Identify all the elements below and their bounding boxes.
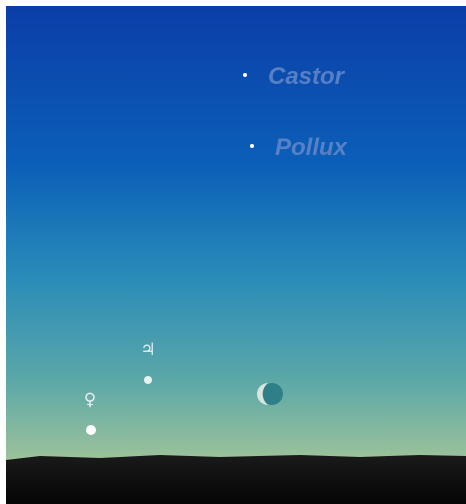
- planet-symbol: ♀: [84, 390, 96, 410]
- sky-chart: Castor Pollux ♃ ♀: [0, 0, 466, 504]
- moon: [257, 383, 283, 405]
- star-pollux: [250, 144, 254, 148]
- sky: [6, 6, 466, 460]
- star-label: Castor: [268, 63, 346, 90]
- planet-symbol: ♃: [140, 340, 155, 360]
- venus: [86, 425, 96, 435]
- horizon: [6, 455, 466, 504]
- jupiter: [144, 376, 152, 384]
- star-castor: [243, 73, 247, 77]
- star-label: Pollux: [275, 134, 349, 161]
